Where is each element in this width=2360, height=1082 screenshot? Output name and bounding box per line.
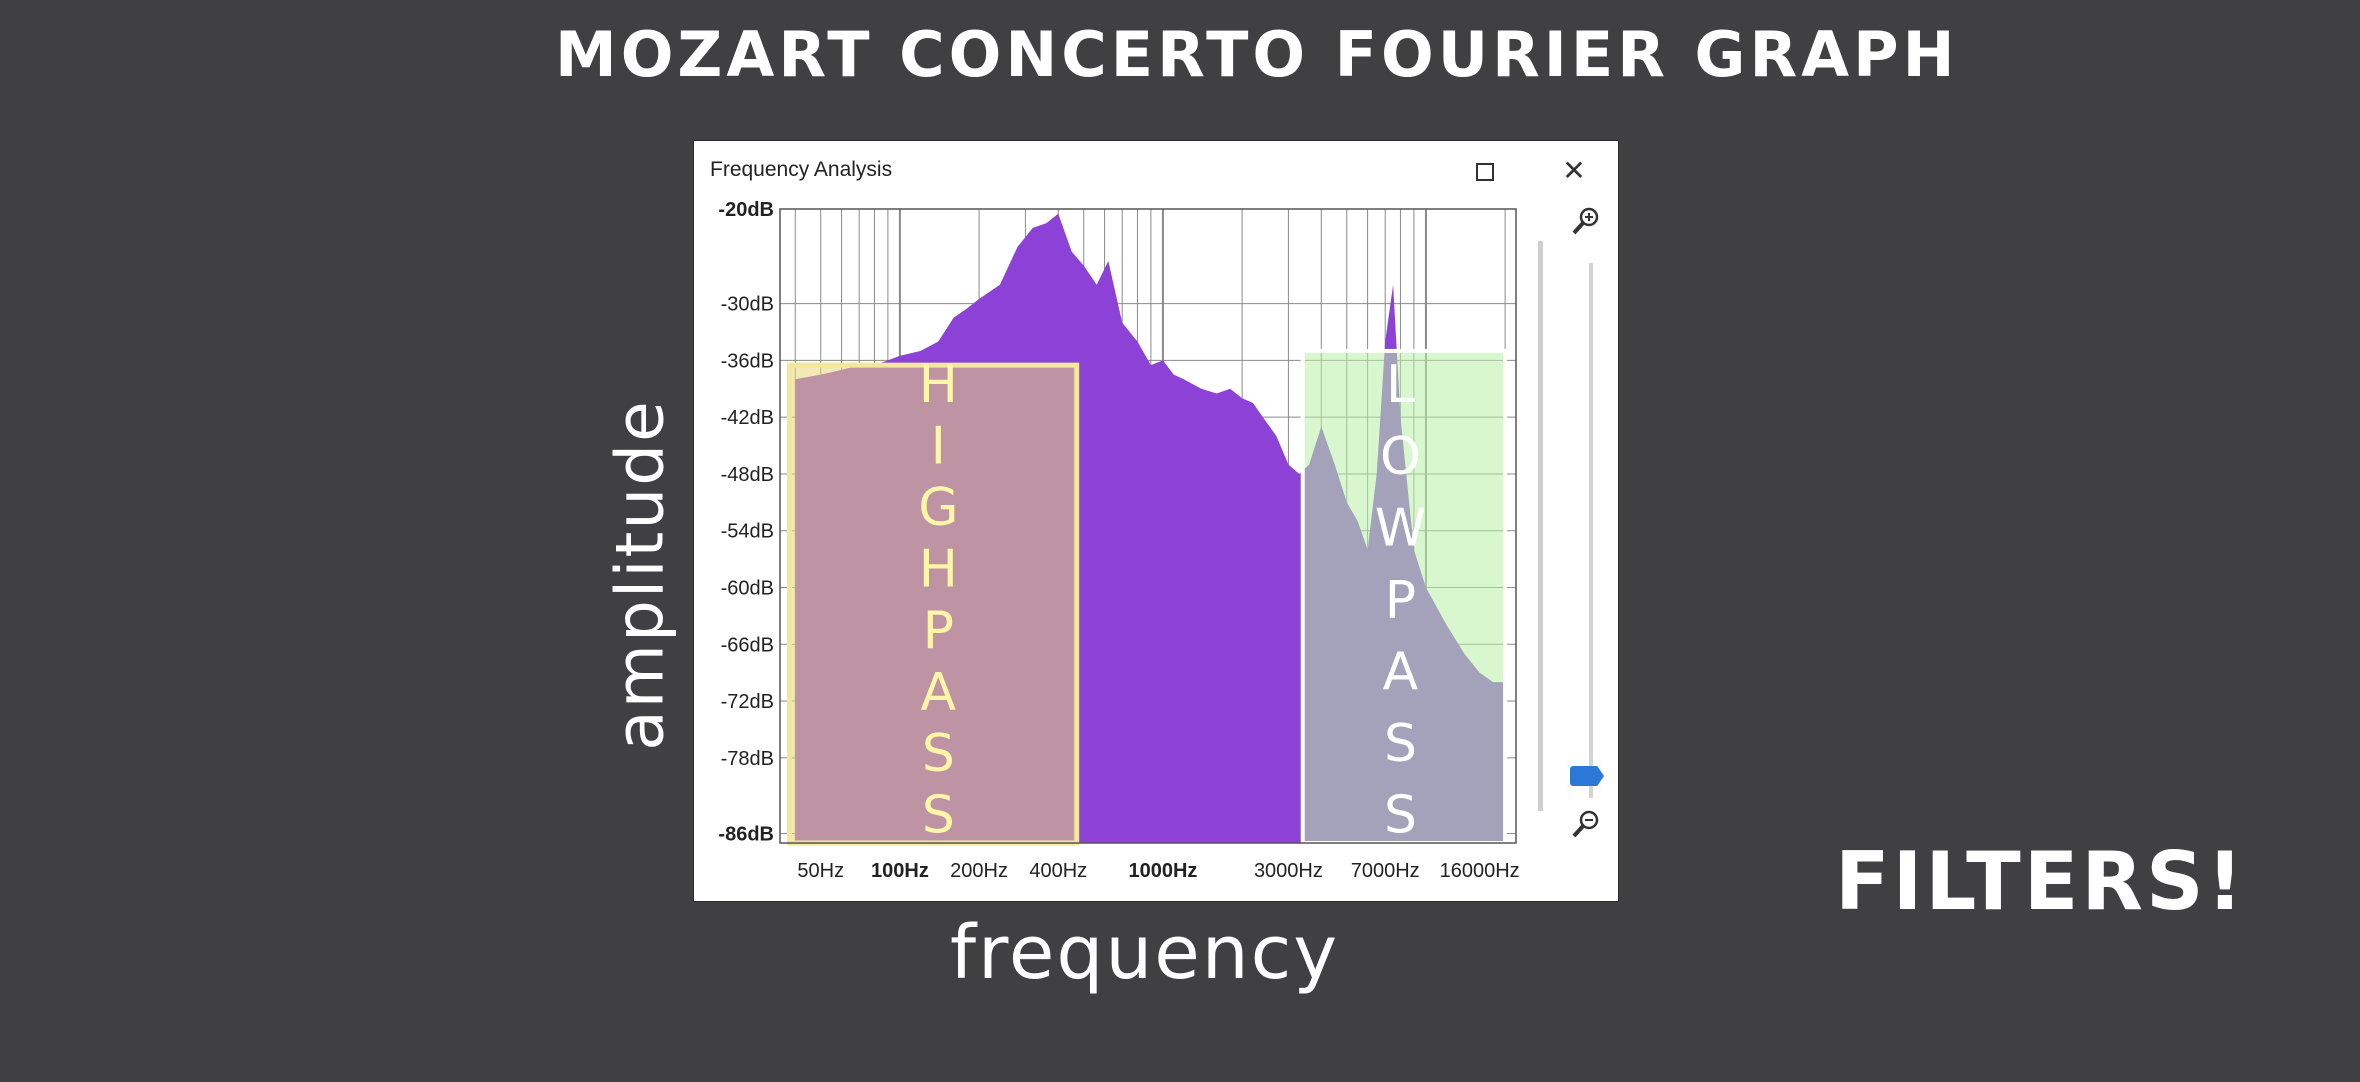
maximize-button[interactable]	[1464, 153, 1504, 189]
y-tick-label: -78dB	[721, 748, 774, 770]
page-title: MOZART CONCERTO FOURIER GRAPH	[555, 18, 1959, 91]
zoom-in-button[interactable]	[1569, 204, 1603, 238]
high-pass-letter: G	[918, 478, 958, 538]
x-tick-label: 16000Hz	[1440, 860, 1520, 882]
y-tick-label: -30dB	[721, 294, 774, 316]
y-tick-label: -36dB	[721, 350, 774, 372]
zoom-slider-thumb[interactable]	[1570, 766, 1604, 786]
x-tick-label: 400Hz	[1029, 860, 1087, 882]
y-tick-label: -72dB	[721, 691, 774, 713]
y-tick-label: -60dB	[721, 578, 774, 600]
zoom-out-button[interactable]	[1569, 807, 1603, 841]
frequency-annotation: frequency	[950, 910, 1340, 996]
x-tick-label: 200Hz	[950, 860, 1008, 882]
high-pass-letter: H	[919, 540, 958, 600]
high-pass-letter: S	[922, 724, 955, 784]
y-tick-label: -54dB	[721, 521, 774, 543]
zoom-in-icon	[1572, 207, 1599, 235]
low-pass-letter: P	[1385, 570, 1416, 630]
x-tick-label: 50Hz	[797, 860, 844, 882]
y-tick-label: -20dB	[718, 201, 774, 221]
x-tick-label: 7000Hz	[1351, 860, 1420, 882]
x-axis-ticks: 50Hz 100Hz 200Hz 400Hz 1000Hz 3000Hz 7000Hz 160…	[797, 860, 1519, 882]
y-tick-label: -48dB	[721, 464, 774, 486]
low-pass-letter: O	[1380, 427, 1421, 487]
x-tick-label: 1000Hz	[1128, 860, 1197, 882]
zoom-slider-track[interactable]	[1589, 263, 1593, 798]
low-pass-letter: S	[1384, 714, 1417, 774]
high-pass-letter: P	[923, 601, 954, 661]
y-axis-ticks: -20dB -30dB -36dB -42dB -48dB -54dB -60dB -66dB…	[718, 201, 774, 846]
high-pass-region	[786, 362, 1080, 846]
plot-border	[779, 208, 1517, 844]
high-pass-letter: A	[921, 663, 957, 723]
low-pass-letter: A	[1383, 642, 1419, 702]
zoom-out-icon	[1572, 810, 1599, 838]
y-tick-label: -86dB	[718, 824, 774, 846]
window-titlebar[interactable]: Frequency Analysis ✕	[694, 141, 1618, 201]
high-pass-letter: H	[919, 355, 958, 415]
amplitude-annotation: amplitude	[601, 399, 679, 751]
y-tick-label: -66dB	[721, 634, 774, 656]
high-pass-letter: S	[922, 786, 955, 846]
high-pass-letter: I	[931, 417, 946, 477]
vertical-scrollbar[interactable]	[1538, 241, 1543, 811]
low-pass-letter: L	[1386, 355, 1415, 415]
close-icon: ✕	[1562, 155, 1586, 186]
maximize-icon	[1476, 163, 1494, 181]
window-title: Frequency Analysis	[710, 158, 893, 181]
filters-annotation: FILTERS!	[1835, 835, 2247, 928]
y-tick-label: -42dB	[721, 407, 774, 429]
low-pass-letter: S	[1384, 786, 1417, 846]
low-pass-region	[1300, 348, 1508, 845]
low-pass-letter: W	[1375, 499, 1426, 559]
x-tick-label: 3000Hz	[1254, 860, 1323, 882]
close-button[interactable]: ✕	[1554, 153, 1594, 189]
x-tick-label: 100Hz	[871, 860, 929, 882]
